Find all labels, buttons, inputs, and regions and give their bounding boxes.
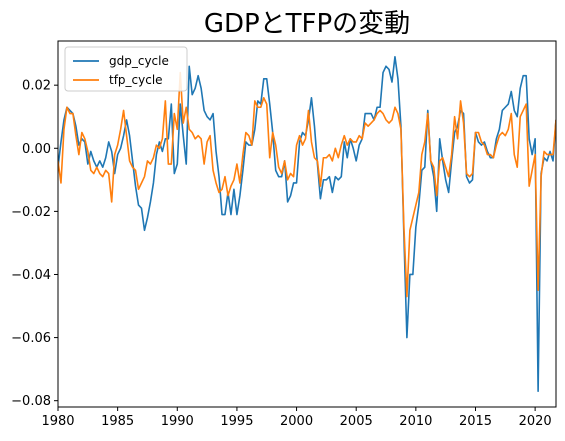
x-tick-label: 2010 <box>399 414 432 429</box>
x-tick-label: 1980 <box>41 414 74 429</box>
y-tick-label: −0.04 <box>11 268 51 283</box>
x-tick-label: 1990 <box>161 414 194 429</box>
legend-label-gdp-cycle: gdp_cycle <box>109 54 169 68</box>
x-tick-label: 1995 <box>220 414 253 429</box>
x-tick-label: 1985 <box>101 414 134 429</box>
plot-frame <box>57 40 557 408</box>
y-tick-label: 0.00 <box>22 142 51 157</box>
x-tick-label: 2020 <box>519 414 552 429</box>
chart-title: GDPとTFPの変動 <box>204 9 410 39</box>
y-tick-label: −0.06 <box>11 331 51 346</box>
x-tick-label: 2000 <box>280 414 313 429</box>
y-tick-label: −0.08 <box>11 394 51 409</box>
x-tick-label: 2005 <box>340 414 373 429</box>
series-line-tfp-cycle <box>58 71 556 298</box>
legend: gdp_cycle tfp_cycle <box>64 46 188 92</box>
y-tick-label: 0.02 <box>22 79 51 94</box>
axis-layer: 1980 1985 1990 1995 2000 2005 2010 2015 2020 −0.0… <box>11 79 552 429</box>
legend-label-tfp-cycle: tfp_cycle <box>109 73 163 87</box>
y-tick-label: −0.02 <box>11 205 51 220</box>
x-tick-label: 2015 <box>459 414 492 429</box>
series-line-gdp-cycle <box>58 55 556 393</box>
series-layer <box>58 55 556 393</box>
